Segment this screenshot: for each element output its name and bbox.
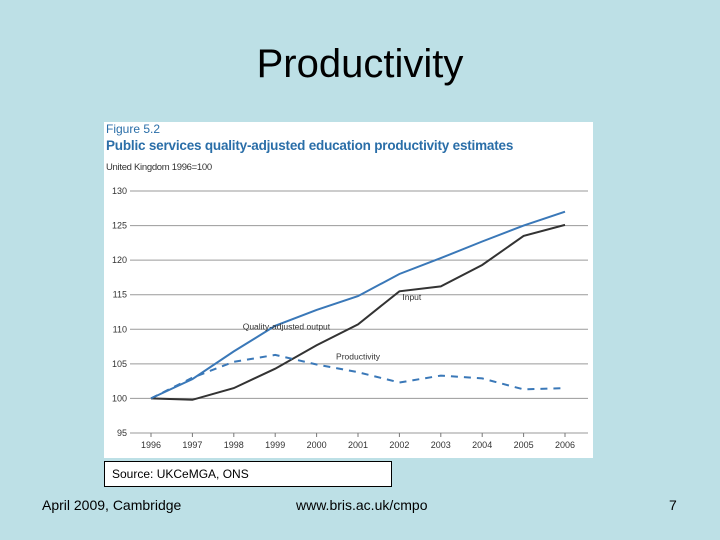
x-tick-label: 1998 xyxy=(224,440,244,450)
y-tick-label: 125 xyxy=(112,221,127,231)
line-chart: 95 100 105 110 115 120 125 130 1996 1997 1998 1999 2… xyxy=(112,186,588,450)
x-tick-label: 1996 xyxy=(141,440,161,450)
page-number: 7 xyxy=(669,497,677,513)
y-tick-label: 95 xyxy=(117,428,127,438)
x-tick-label: 2004 xyxy=(472,440,492,450)
x-tick-label: 2003 xyxy=(431,440,451,450)
series-label: Input xyxy=(402,292,422,302)
slide-title: Productivity xyxy=(256,42,464,86)
y-tick-label: 120 xyxy=(112,255,127,265)
x-tick-label: 2005 xyxy=(514,440,534,450)
chart-title: Public services quality-adjusted educati… xyxy=(106,138,514,153)
y-tick-label: 130 xyxy=(112,186,127,196)
series-label: Quality-adjusted output xyxy=(243,321,331,331)
x-tick-label: 1997 xyxy=(182,440,202,450)
x-tick-label: 2002 xyxy=(389,440,409,450)
figure-label: Figure 5.2 xyxy=(106,122,161,136)
series-line-productivity xyxy=(150,353,566,400)
chart-figure: Figure 5.2 Public services quality-adjus… xyxy=(104,122,593,458)
y-tick-label: 110 xyxy=(113,324,127,334)
x-tick-label: 2000 xyxy=(307,440,327,450)
chart-subtitle: United Kingdom 1996=100 xyxy=(106,162,212,173)
x-tick-label: 2001 xyxy=(348,440,368,450)
source-note: Source: UKCeMGA, ONS xyxy=(104,461,392,487)
footer-url: www.bris.ac.uk/cmpo xyxy=(296,497,428,513)
series-line-input xyxy=(150,223,566,401)
series-line-quality-adjusted-output xyxy=(150,210,566,400)
y-tick-label: 100 xyxy=(112,393,127,403)
x-tick-label: 2006 xyxy=(555,440,575,450)
footer-date: April 2009, Cambridge xyxy=(42,497,182,513)
y-tick-label: 115 xyxy=(113,290,127,300)
y-tick-label: 105 xyxy=(112,359,127,369)
series-label: Productivity xyxy=(336,352,381,362)
x-tick-label: 1999 xyxy=(265,440,285,450)
